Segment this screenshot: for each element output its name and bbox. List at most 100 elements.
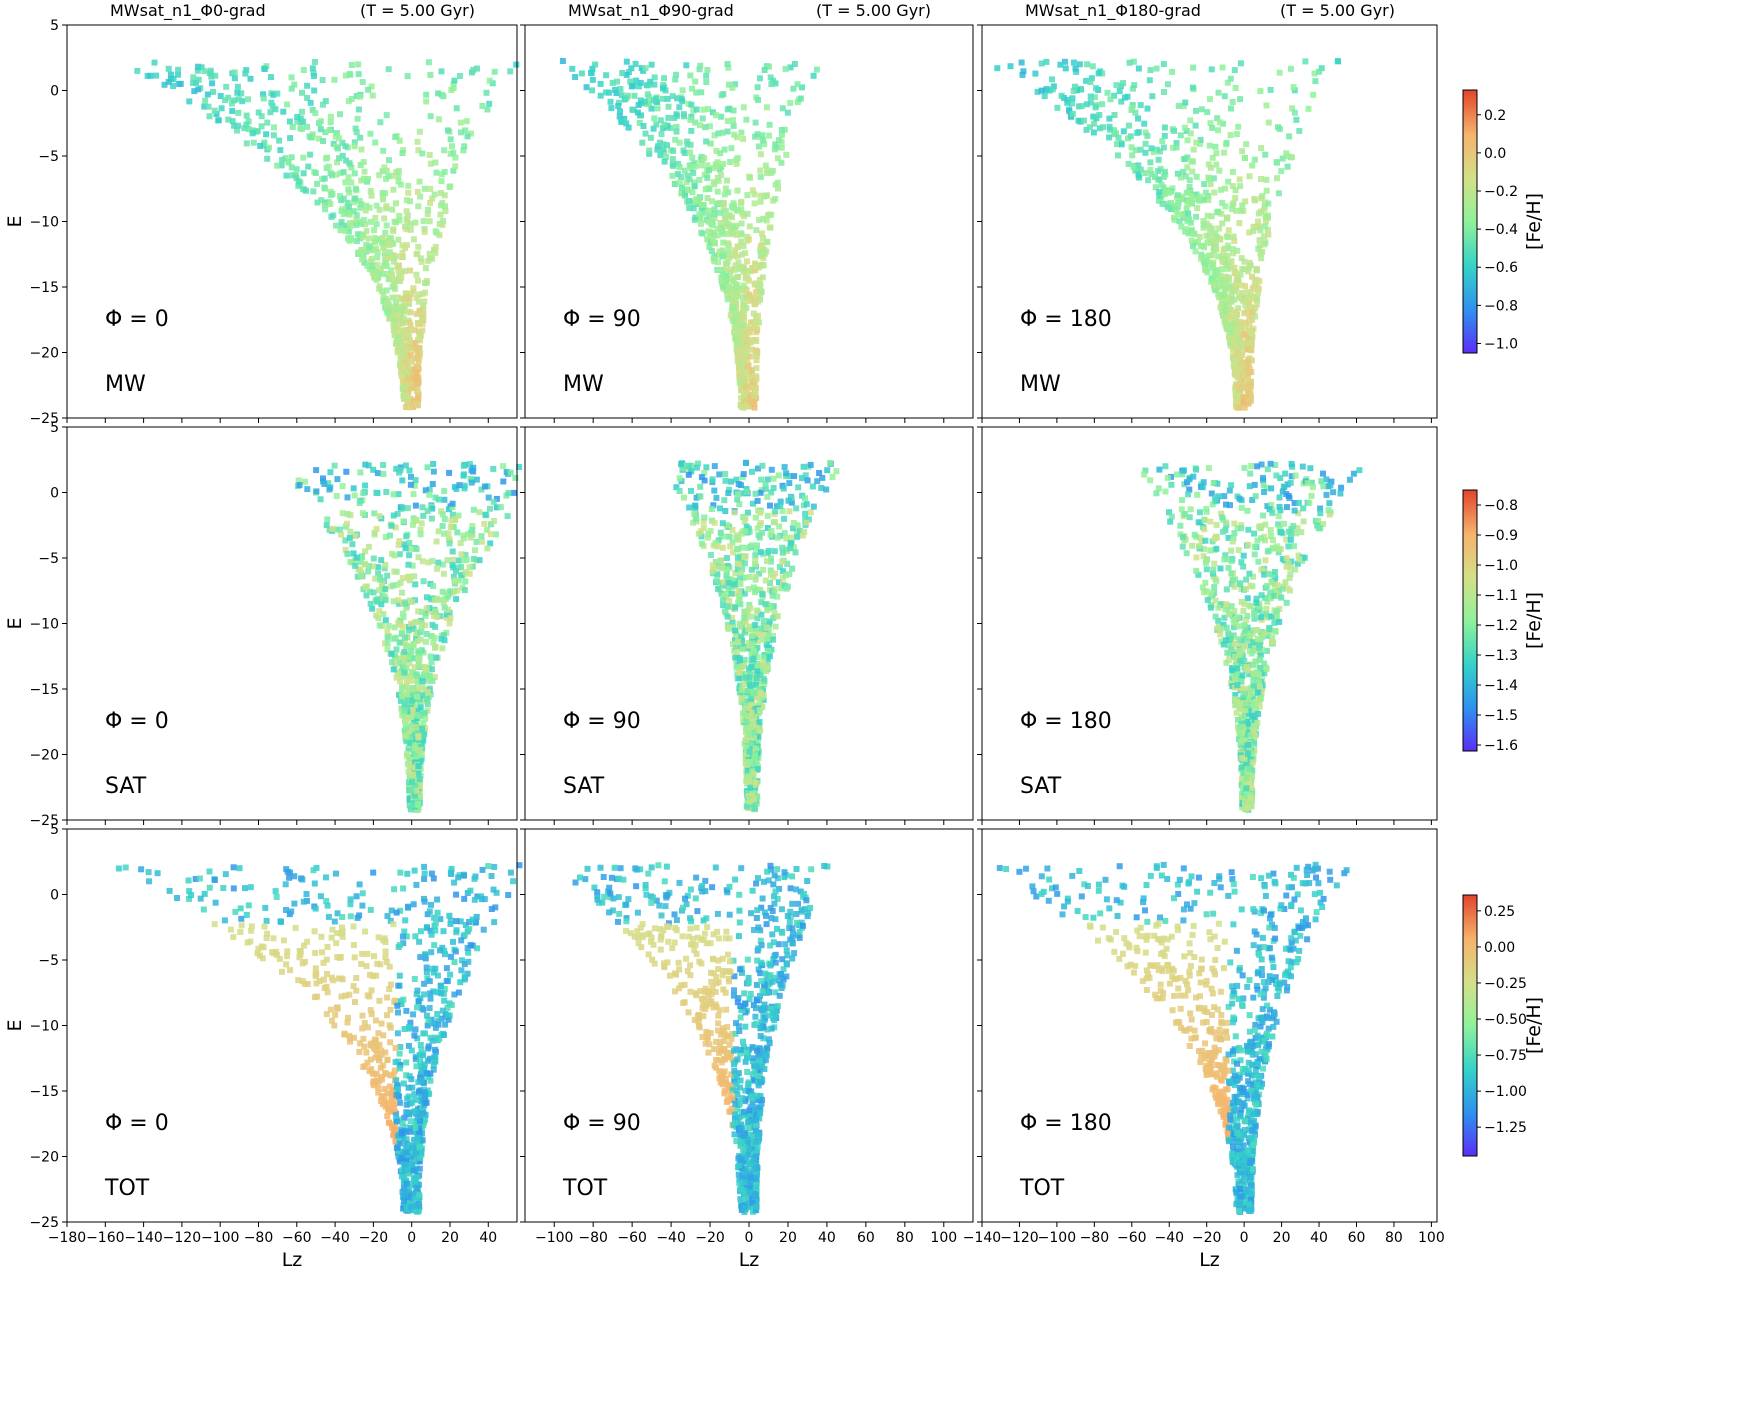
colorbar-label: [Fe/H] xyxy=(1523,997,1545,1054)
panel-mw-phi90: Φ = 90 MW xyxy=(520,24,974,423)
colorbar-tick-label: −0.6 xyxy=(1484,260,1518,276)
density-cloud xyxy=(994,58,1341,411)
component-label: MW xyxy=(105,372,146,397)
colorbar-tick-label: 0.25 xyxy=(1484,904,1515,920)
phi-label: Φ = 180 xyxy=(1020,1111,1112,1136)
colorbar-label: [Fe/H] xyxy=(1523,193,1545,250)
panel-sat-phi0: 5 0 −5 −10 −15 −20 −25 E Φ = 0 SAT xyxy=(4,420,523,829)
colorbar-gradient xyxy=(1462,89,1478,354)
x-tick-label: 40 xyxy=(479,1230,497,1246)
x-tick-label: −140 xyxy=(124,1230,162,1246)
component-label: SAT xyxy=(105,774,147,799)
colorbar-tick-label: −1.00 xyxy=(1484,1084,1527,1100)
x-tick-label: −40 xyxy=(656,1230,686,1246)
x-tick-label: 0 xyxy=(1240,1230,1249,1246)
phi-label: Φ = 90 xyxy=(563,1111,641,1136)
phi-label: Φ = 180 xyxy=(1020,709,1112,734)
density-cloud xyxy=(295,461,523,813)
panel-mw-phi0: 5 0 −5 −10 −15 −20 −25 E Φ = 0 MW xyxy=(4,18,520,427)
phi-label: Φ = 0 xyxy=(105,1111,169,1136)
x-tick-label: 20 xyxy=(1273,1230,1291,1246)
x-tick-label: −160 xyxy=(86,1230,124,1246)
panel-sat-phi180: Φ = 180 SAT xyxy=(977,426,1438,825)
x-axis-label: Lz xyxy=(739,1249,760,1271)
x-tick-label: −80 xyxy=(244,1230,274,1246)
x-tick-label: 80 xyxy=(1385,1230,1403,1246)
column-title: MWsat_n1_Φ180-grad xyxy=(1025,1,1201,21)
phi-label: Φ = 90 xyxy=(563,307,641,332)
x-tick-label: 100 xyxy=(930,1230,957,1246)
panel-tot-phi0: 5 0 −5 −10 −15 −20 −25 E −180 −160 −140 −120 −100 −80… xyxy=(4,822,523,1271)
y-tick-label: 5 xyxy=(50,18,59,34)
x-tick-label: −20 xyxy=(695,1230,725,1246)
plot-frame xyxy=(66,828,518,1223)
colorbar-label: [Fe/H] xyxy=(1523,592,1545,649)
y-tick-label: 5 xyxy=(50,822,59,838)
y-tick-label: −20 xyxy=(29,1150,59,1166)
x-tick-label: 60 xyxy=(1348,1230,1366,1246)
density-cloud xyxy=(559,58,820,411)
colorbar-sat: −0.8 −0.9 −1.0 −1.1 −1.2 −1.3 −1.4 −1.5 −1.6 [Fe/… xyxy=(1462,489,1545,754)
colorbar-tick-label: −1.2 xyxy=(1484,618,1518,634)
y-tick-label: 0 xyxy=(50,84,59,100)
x-tick-label: −60 xyxy=(282,1230,312,1246)
x-tick-label: −60 xyxy=(1117,1230,1147,1246)
component-label: MW xyxy=(563,372,604,397)
x-tick-label: 20 xyxy=(779,1230,797,1246)
component-label: TOT xyxy=(562,1176,608,1201)
column-title: MWsat_n1_Φ0-grad xyxy=(110,1,266,21)
colorbar-tick-label: 0.2 xyxy=(1484,108,1506,124)
x-tick-label: −80 xyxy=(578,1230,608,1246)
colorbar-tick-label: −0.8 xyxy=(1484,498,1518,514)
y-tick-label: −15 xyxy=(29,280,59,296)
component-label: SAT xyxy=(563,774,605,799)
x-tick-label: −120 xyxy=(163,1230,201,1246)
colorbar-tick-label: −0.2 xyxy=(1484,184,1518,200)
x-tick-label: −100 xyxy=(535,1230,573,1246)
density-cloud xyxy=(673,459,840,813)
phi-label: Φ = 0 xyxy=(105,307,169,332)
colorbar-tick-label: −0.25 xyxy=(1484,976,1527,992)
y-axis-label: E xyxy=(4,1019,26,1031)
panel-tot-phi180: −140−120−100 −80 −60 −40 −20 0 20 40 60 80 100 Lz Φ … xyxy=(963,828,1445,1271)
y-tick-label: −5 xyxy=(38,149,59,165)
x-tick-label: −80 xyxy=(1080,1230,1110,1246)
column-title: MWsat_n1_Φ90-grad xyxy=(568,1,734,21)
colorbar-tick-label: −1.3 xyxy=(1484,648,1518,664)
x-tick-label: 80 xyxy=(896,1230,914,1246)
component-label: SAT xyxy=(1020,774,1062,799)
phi-label: Φ = 90 xyxy=(563,709,641,734)
x-tick-label: 0 xyxy=(407,1230,416,1246)
colorbar-tick-label: −1.1 xyxy=(1484,588,1518,604)
y-tick-label: 5 xyxy=(50,420,59,436)
x-tick-label: 100 xyxy=(1418,1230,1445,1246)
colorbar-tick-label: −0.75 xyxy=(1484,1048,1527,1064)
density-cloud xyxy=(996,861,1350,1215)
y-tick-label: −15 xyxy=(29,682,59,698)
column-time-label: (T = 5.00 Gyr) xyxy=(816,1,931,20)
panel-sat-phi90: Φ = 90 SAT xyxy=(520,426,974,825)
colorbar-tick-label: 0.0 xyxy=(1484,146,1506,162)
plot-frame xyxy=(981,426,1438,821)
x-tick-label: 40 xyxy=(1310,1230,1328,1246)
y-tick-label: −25 xyxy=(29,1215,59,1231)
x-tick-label: −40 xyxy=(320,1230,350,1246)
y-tick-label: −25 xyxy=(29,813,59,829)
column-time-label: (T = 5.00 Gyr) xyxy=(360,1,475,20)
y-tick-label: −10 xyxy=(29,1019,59,1035)
colorbar-tot: 0.25 0.00 −0.25 −0.50 −0.75 −1.00 −1.25 [Fe/H] xyxy=(1462,894,1545,1157)
x-tick-label: 0 xyxy=(745,1230,754,1246)
y-tick-label: −15 xyxy=(29,1084,59,1100)
y-tick-label: −5 xyxy=(38,551,59,567)
y-tick-label: −20 xyxy=(29,346,59,362)
colorbar-tick-label: −1.25 xyxy=(1484,1120,1527,1136)
density-cloud xyxy=(572,862,831,1215)
x-tick-label: −120 xyxy=(1000,1230,1038,1246)
x-tick-label: −60 xyxy=(617,1230,647,1246)
y-axis-label: E xyxy=(4,617,26,629)
phi-label: Φ = 180 xyxy=(1020,307,1112,332)
colorbar-gradient xyxy=(1462,489,1478,752)
y-tick-label: −25 xyxy=(29,411,59,427)
colorbar-tick-label: 0.00 xyxy=(1484,940,1515,956)
